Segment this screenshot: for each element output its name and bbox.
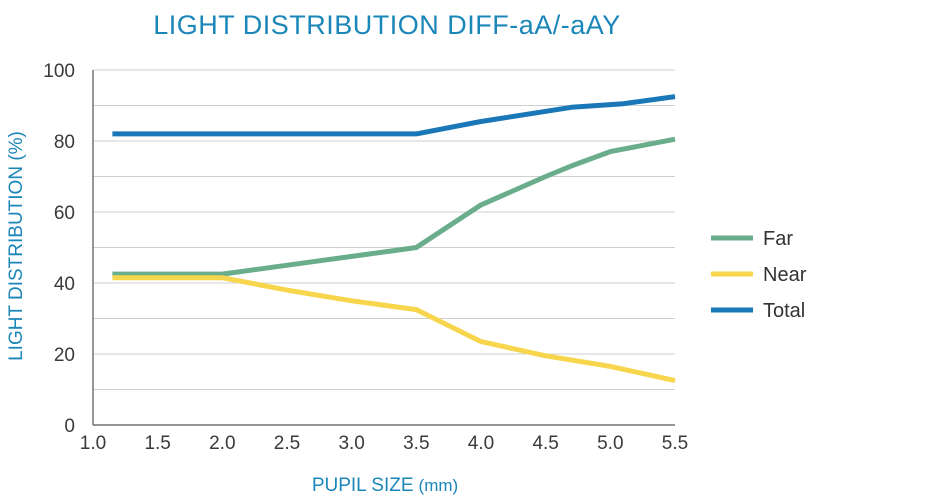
x-tick-label: 1.5 [144,433,170,454]
x-tick-label: 1.0 [80,433,106,454]
x-axis-label: PUPIL SIZE (mm) [312,475,458,496]
series-line-near [112,275,676,384]
x-tick-label: 4.0 [468,433,494,454]
y-tick-label: 0 [64,416,75,437]
y-tick-label: 100 [43,61,75,82]
legend-label-total: Total [763,300,805,322]
x-tick-label: 4.5 [532,433,558,454]
legend-label-near: Near [763,264,807,286]
x-tick-label: 5.5 [662,433,688,454]
series-lines [112,94,676,384]
x-tick-label: 2.0 [209,433,235,454]
chart-title: LIGHT DISTRIBUTION DIFF-aA/-aAY [153,10,621,40]
y-tick-label: 40 [54,274,75,295]
x-tick-label: 3.0 [338,433,364,454]
tick-labels: 1.0 1.5 2.0 2.5 3.0 3.5 4.0 4.5 5.0 5.5 0 20 40 60 80 1… [43,61,688,454]
y-tick-label: 20 [54,345,75,366]
x-axis-label-text: PUPIL SIZE [312,475,414,496]
series-line-far [112,136,676,277]
y-tick-label: 80 [54,132,75,153]
axes [92,70,675,426]
y-tick-label: 60 [54,203,75,224]
x-tick-label: 3.5 [403,433,429,454]
x-tick-label: 5.0 [597,433,623,454]
legend: Far Near Total [711,228,807,322]
y-axis-label: LIGHT DISTRIBUTION (%) [6,131,27,361]
series-line-total [112,94,676,137]
x-axis-unit: (mm) [419,476,459,495]
gridlines [93,69,675,390]
x-tick-label: 2.5 [274,433,300,454]
legend-label-far: Far [763,228,793,250]
